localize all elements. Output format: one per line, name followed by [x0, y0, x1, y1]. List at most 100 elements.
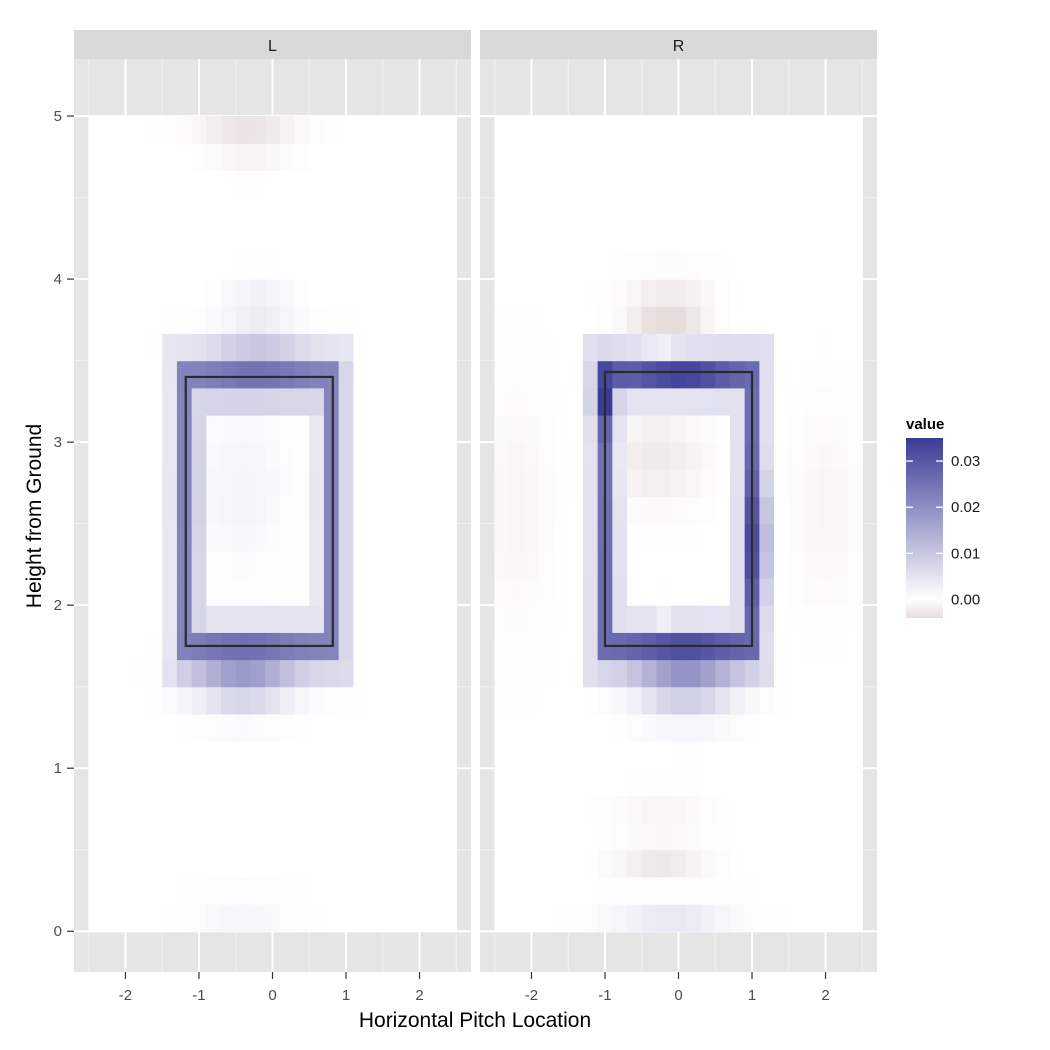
heatmap-tile [118, 251, 134, 280]
heatmap-tile [382, 170, 399, 199]
heatmap-tile [627, 143, 643, 172]
heatmap-tile [612, 442, 628, 470]
heatmap-tile [641, 306, 658, 335]
heatmap-tile [368, 768, 384, 796]
heatmap-tile [103, 795, 119, 824]
x-tick-label: 1 [342, 987, 350, 1004]
heatmap-tile [412, 442, 428, 470]
heatmap-tile [132, 849, 149, 878]
heatmap-tile [568, 849, 584, 878]
legend-tick-label: 0.01 [951, 545, 980, 562]
heatmap-tile [309, 414, 325, 443]
heatmap-tile [176, 713, 193, 742]
heatmap-tile [88, 360, 105, 389]
heatmap-tile [147, 741, 163, 769]
heatmap-tile [759, 795, 775, 824]
heatmap-tile [700, 577, 716, 606]
heatmap-tile [612, 904, 628, 932]
heatmap-tile [294, 414, 310, 443]
heatmap-tile [568, 904, 584, 932]
color-legend: value 0.00 0.01 0.02 0.03 [906, 416, 980, 618]
heatmap-tile [818, 414, 834, 443]
heatmap-tile [700, 251, 716, 280]
heatmap-tile [494, 306, 511, 335]
heatmap-tile [729, 116, 746, 144]
heatmap-tile [774, 876, 790, 905]
heatmap-tile [235, 741, 252, 769]
heatmap-tile [524, 550, 540, 579]
heatmap-tile [368, 523, 384, 552]
heatmap-tile [147, 170, 163, 199]
heatmap-tile [235, 414, 252, 443]
heatmap-tile [774, 713, 790, 742]
heatmap-tile [612, 523, 628, 552]
heatmap-tile [250, 659, 266, 688]
heatmap-tile [294, 523, 310, 552]
heatmap-tile [788, 605, 805, 633]
heatmap-tile [382, 577, 399, 606]
heatmap-tile [832, 822, 849, 851]
heatmap-tile [235, 116, 252, 144]
heatmap-tile [759, 442, 775, 470]
heatmap-tile [524, 768, 540, 796]
heatmap-tile [803, 849, 819, 878]
heatmap-tile [147, 251, 163, 280]
heatmap-tile [235, 224, 252, 253]
heatmap-tile [353, 686, 369, 715]
heatmap-tile [323, 116, 340, 144]
heatmap-tile [132, 523, 149, 552]
heatmap-tile [118, 496, 134, 525]
heatmap-tile [774, 523, 790, 552]
heatmap-tile [265, 116, 281, 144]
heatmap-tile [509, 768, 525, 796]
heatmap-tile [397, 224, 413, 253]
heatmap-tile [397, 876, 413, 905]
heatmap-tile [715, 251, 731, 280]
heatmap-tile [338, 686, 354, 715]
heatmap-tile [671, 496, 687, 525]
heatmap-tile [759, 143, 775, 172]
heatmap-tile [368, 279, 384, 307]
heatmap-tile [509, 414, 525, 443]
heatmap-tile [803, 686, 819, 715]
heatmap-tile [147, 333, 163, 362]
heatmap-tile [700, 224, 716, 253]
heatmap-tile [818, 795, 834, 824]
heatmap-tile [132, 360, 149, 389]
heatmap-tile [524, 360, 540, 389]
heatmap-tile [582, 197, 599, 226]
heatmap-tile [176, 197, 193, 226]
heatmap-tile [397, 795, 413, 824]
heatmap-tile [147, 279, 163, 307]
heatmap-tile [279, 469, 296, 498]
heatmap-tile [353, 224, 369, 253]
heatmap-tile [671, 116, 687, 144]
heatmap-tile [538, 306, 555, 335]
heatmap-tile [744, 143, 760, 172]
heatmap-tile [832, 496, 849, 525]
heatmap-tile [803, 605, 819, 633]
heatmap-tile [426, 496, 443, 525]
heatmap-tile [553, 496, 569, 525]
heatmap-tile [729, 279, 746, 307]
heatmap-tile [206, 197, 222, 226]
heatmap-tile [368, 387, 384, 416]
heatmap-tile [397, 496, 413, 525]
heatmap-tile [788, 469, 805, 498]
x-tick-label: 0 [674, 987, 682, 1004]
heatmap-tile [279, 605, 296, 633]
heatmap-tile [309, 306, 325, 335]
heatmap-tile [582, 523, 599, 552]
heatmap-tile [441, 143, 457, 172]
heatmap-tile [412, 768, 428, 796]
heatmap-tile [250, 904, 266, 932]
heatmap-tile [147, 795, 163, 824]
heatmap-tile [235, 849, 252, 878]
heatmap-tile [627, 496, 643, 525]
heatmap-tile [803, 741, 819, 769]
heatmap-tile [309, 713, 325, 742]
heatmap-tile [759, 496, 775, 525]
heatmap-tile [103, 523, 119, 552]
heatmap-tile [265, 279, 281, 307]
heatmap-tile [568, 577, 584, 606]
